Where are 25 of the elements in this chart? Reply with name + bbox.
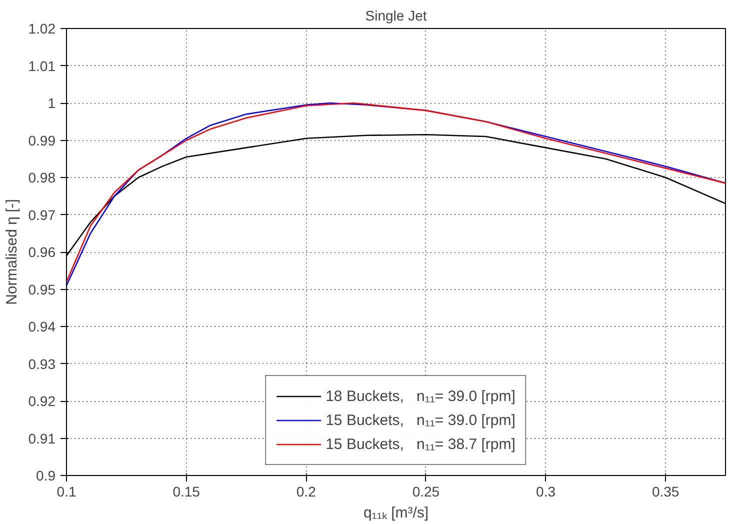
x-tick-label: 0.25 [412, 484, 440, 500]
y-tick-label: 0.93 [28, 356, 56, 372]
x-tick-label: 0.3 [536, 484, 556, 500]
x-tick-label: 0.15 [172, 484, 200, 500]
x-tick-label: 0.1 [56, 484, 76, 500]
x-tick-label: 0.2 [296, 484, 316, 500]
y-tick-label: 0.97 [28, 206, 56, 223]
y-tick-label: 0.92 [28, 393, 56, 409]
x-tick-label: 0.35 [652, 484, 680, 500]
legend-label: 15 Buckets, n₁₁= 38.7 [rpm] [326, 436, 516, 452]
y-tick-label: 1.01 [28, 58, 56, 74]
y-tick-label: 0.99 [28, 132, 56, 148]
y-tick-label: 0.98 [28, 170, 56, 186]
y-tick-label: 0.9 [36, 468, 56, 484]
y-tick-label: 1.02 [28, 20, 56, 36]
y-axis-title: Normalised η [-] [3, 199, 20, 305]
y-tick-label: 0.91 [28, 430, 56, 446]
chart-title: Single Jet [365, 8, 427, 24]
y-tick-label: 1 [48, 95, 56, 111]
legend-label: 15 Buckets, n₁₁= 39.0 [rpm] [326, 412, 516, 428]
x-axis-title: q₁₁ₖ [m³/s] [363, 504, 429, 522]
y-tick-label: 0.96 [28, 244, 56, 260]
y-tick-label: 0.94 [28, 318, 56, 334]
y-tick-label: 0.95 [28, 281, 56, 298]
legend-label: 18 Buckets, n₁₁= 39.0 [rpm] [326, 388, 516, 404]
